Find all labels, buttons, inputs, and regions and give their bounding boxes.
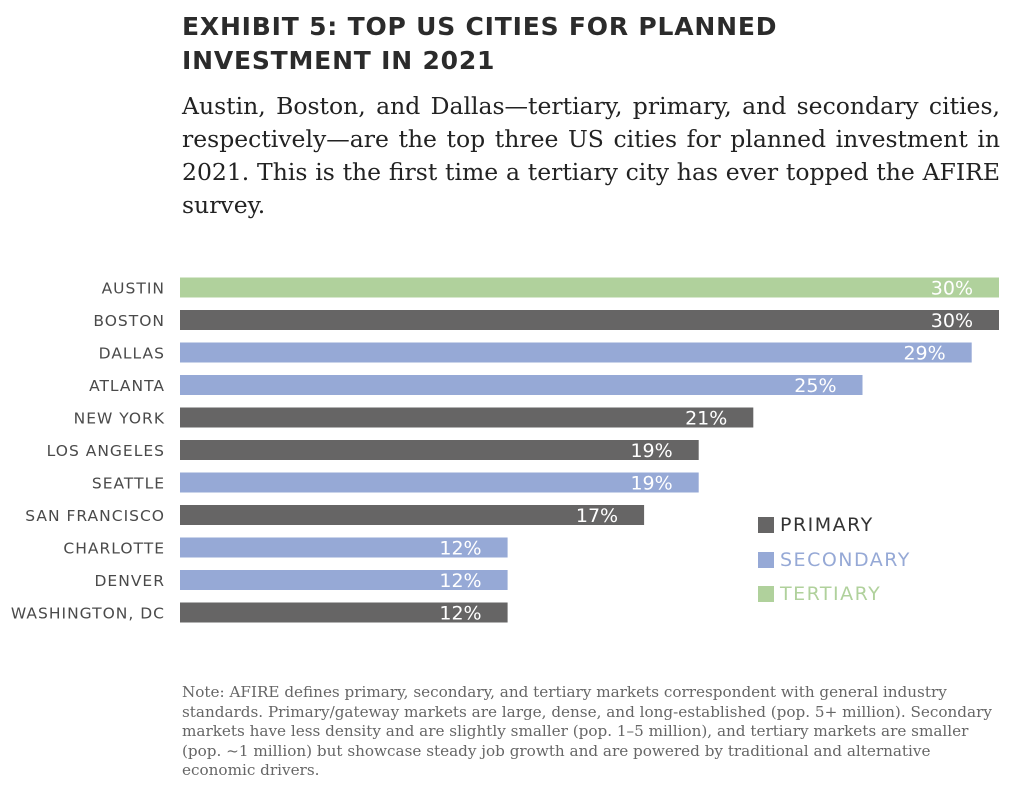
chart-subtitle: Austin, Boston, and Dallas—tertiary, pri… — [182, 92, 1000, 219]
category-label: ATLANTA — [89, 377, 165, 395]
bar-washington-dc — [180, 602, 508, 623]
value-label: 30% — [931, 278, 973, 300]
value-label: 12% — [439, 538, 481, 560]
legend-item-primary: PRIMARY — [758, 508, 911, 543]
value-label: 12% — [439, 603, 481, 625]
bar-los-angeles — [180, 440, 699, 460]
bar-dallas — [180, 342, 972, 363]
category-label: AUSTIN — [102, 280, 165, 298]
bar-new-york — [180, 407, 754, 428]
legend-swatch — [758, 586, 774, 603]
bar-boston — [180, 310, 999, 330]
value-label: 12% — [439, 570, 481, 592]
bar-denver — [180, 570, 508, 590]
bar-austin — [180, 277, 999, 298]
category-label: SAN FRANCISCO — [25, 507, 165, 525]
bar-chart: AUSTIN 30% BOSTON 30% DALLAS 29% ATLANTA 25% NEW… — [11, 277, 999, 625]
category-label: BOSTON — [93, 312, 165, 330]
chart-note: Note: AFIRE defines primary, secondary, … — [182, 683, 992, 779]
chart-legend: PRIMARY SECONDARY TERTIARY — [758, 508, 911, 612]
legend-label: PRIMARY — [780, 514, 874, 537]
legend-label: SECONDARY — [780, 548, 911, 571]
category-label: NEW YORK — [74, 410, 165, 428]
value-label: 29% — [903, 343, 945, 365]
value-label: 25% — [794, 375, 836, 397]
value-label: 17% — [576, 505, 618, 527]
legend-swatch — [758, 517, 774, 534]
category-label: DALLAS — [99, 345, 165, 363]
bar-san-francisco — [180, 505, 645, 525]
value-label: 30% — [931, 310, 973, 332]
chart-title: EXHIBIT 5: TOP US CITIES FOR PLANNED INV… — [182, 12, 778, 75]
legend-label: TERTIARY — [780, 583, 882, 606]
bar-atlanta — [180, 375, 863, 395]
value-label: 21% — [685, 408, 727, 430]
value-label: 19% — [630, 440, 672, 462]
category-label: SEATTLE — [92, 475, 165, 493]
bar-seattle — [180, 472, 699, 493]
category-label: WASHINGTON, DC — [11, 605, 165, 623]
bar-charlotte — [180, 537, 508, 558]
legend-swatch — [758, 551, 774, 568]
legend-item-secondary: SECONDARY — [758, 543, 911, 578]
value-label: 19% — [630, 473, 672, 495]
category-label: LOS ANGELES — [47, 442, 165, 460]
category-label: DENVER — [95, 572, 166, 590]
legend-item-tertiary: TERTIARY — [758, 577, 911, 612]
category-label: CHARLOTTE — [63, 540, 165, 558]
